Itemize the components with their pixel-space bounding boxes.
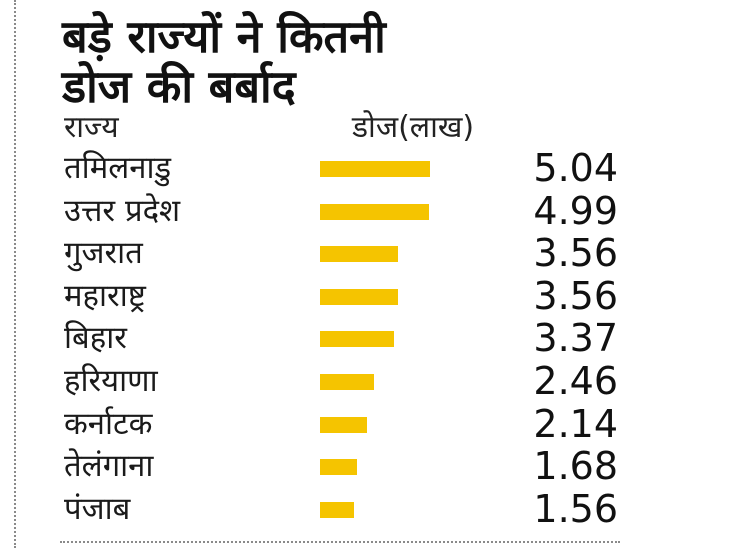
value-label: 2.46	[533, 359, 618, 403]
value-label: 1.56	[533, 486, 618, 531]
chart-row: कर्नाटक 2.14	[0, 403, 730, 445]
value-label: 2.14	[533, 401, 618, 446]
category-header: राज्य	[64, 110, 119, 145]
value-label: 3.56	[533, 273, 618, 318]
value-label: 3.37	[533, 316, 618, 361]
chart-title-line-2: डोज की बर्बाद	[62, 60, 296, 113]
category-label: तेलंगाना	[64, 448, 154, 485]
bar	[320, 501, 355, 518]
category-label: तमिलनाडु	[64, 150, 172, 186]
chart-row: तमिलनाडु 5.04	[0, 147, 730, 189]
bar	[320, 288, 398, 305]
bar	[320, 161, 430, 177]
category-label: हरियाणा	[64, 363, 158, 399]
chart-row: तेलंगाना 1.68	[0, 445, 730, 487]
value-header: डोज(लाख)	[352, 110, 475, 145]
bar	[320, 246, 398, 263]
chart-row: बिहार 3.37	[0, 317, 730, 359]
chart-row: उत्तर प्रदेश 4.99	[0, 190, 730, 232]
bar	[320, 459, 357, 476]
category-label: गुजरात	[64, 235, 143, 272]
category-label: पंजाब	[64, 490, 131, 527]
chart-row: हरियाणा 2.46	[0, 360, 730, 402]
value-label: 3.56	[533, 231, 618, 276]
chart-row: पंजाब 1.56	[0, 488, 730, 530]
bottom-dotted-border	[60, 541, 620, 543]
category-label: उत्तर प्रदेश	[64, 192, 181, 229]
bar	[320, 374, 374, 390]
value-label: 5.04	[533, 146, 618, 190]
value-label: 4.99	[533, 188, 618, 233]
chart-row: महाराष्ट्र 3.56	[0, 275, 730, 317]
category-label: महाराष्ट्र	[64, 277, 146, 314]
bar	[320, 203, 429, 220]
chart-title-line-1: बड़े राज्यों ने कितनी	[62, 10, 386, 63]
category-label: बिहार	[64, 320, 127, 357]
left-dotted-border	[14, 0, 16, 548]
category-label: कर्नाटक	[64, 405, 153, 442]
chart-row: गुजरात 3.56	[0, 232, 730, 274]
bar	[320, 331, 394, 348]
chart-title: बड़े राज्यों ने कितनी डोज की बर्बाद	[62, 12, 662, 112]
value-label: 1.68	[533, 444, 618, 489]
bar	[320, 416, 367, 433]
